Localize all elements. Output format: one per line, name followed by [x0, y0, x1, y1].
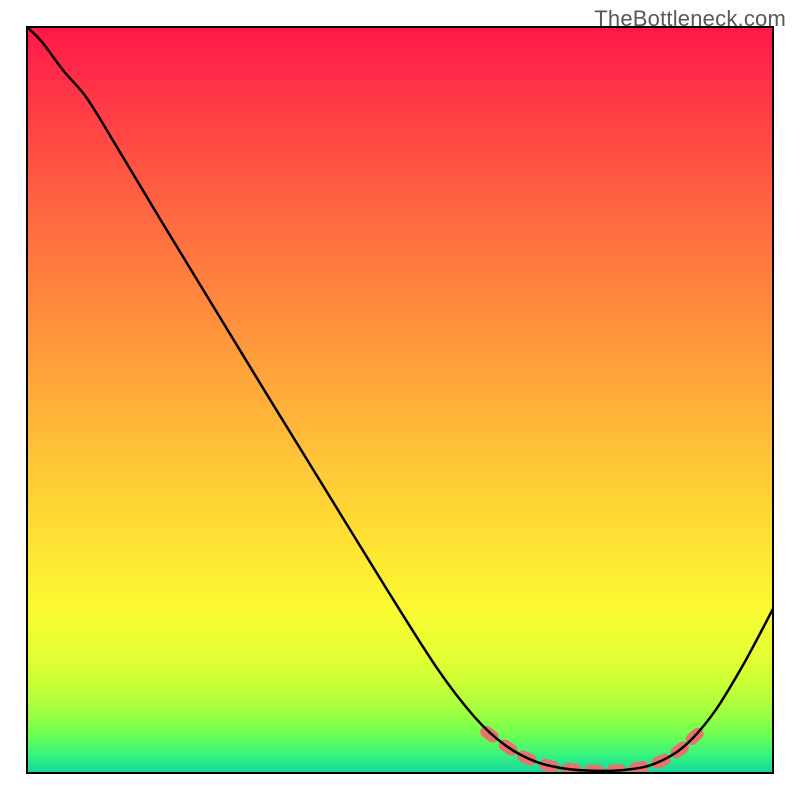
gradient-background: [27, 27, 773, 773]
watermark-text: TheBottleneck.com: [594, 6, 786, 32]
bottleneck-chart: [0, 0, 800, 800]
chart-frame: TheBottleneck.com: [0, 0, 800, 800]
